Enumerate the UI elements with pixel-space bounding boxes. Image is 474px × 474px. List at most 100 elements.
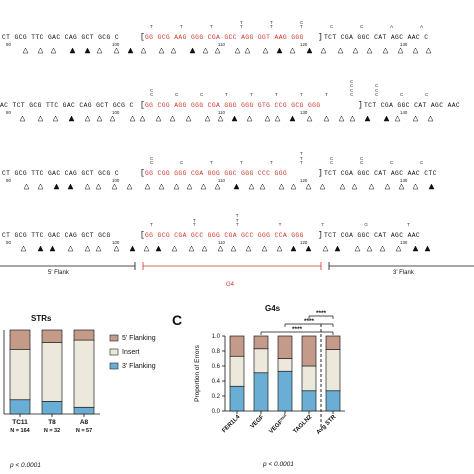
deletion-triangle <box>22 47 29 54</box>
seq-insert-2-9: C <box>420 160 424 166</box>
seq-pos-0-0: 90 <box>6 42 11 47</box>
deletion-triangle <box>169 115 176 122</box>
seq-left-3: CT GCG TTC GAC CAG GCT GCG <box>2 232 111 239</box>
deletion-triangle <box>384 183 391 190</box>
deletion-triangle <box>274 115 281 122</box>
sequence-panel: CT GCG TTC GAC CAG GCT GCG C[GG GCG AAG … <box>0 20 474 288</box>
deletion-triangle <box>428 183 435 190</box>
seq-pos-1-1: 100 <box>112 110 120 115</box>
seq-insert-2-2: T <box>210 160 213 166</box>
deletion-triangle <box>233 183 240 190</box>
y-axis-label: Proportion of Errors <box>194 344 201 401</box>
bar-5-flanking <box>229 335 245 357</box>
y-tick-label: 0.6 <box>212 364 221 370</box>
deletion-triangle <box>144 183 151 190</box>
deletion-triangle <box>155 245 162 252</box>
deletion-triangle <box>158 183 165 190</box>
seq-insert-0-9: A <box>420 24 424 30</box>
deletion-triangle <box>214 47 221 54</box>
legend-label: Insert <box>122 349 140 356</box>
deletion-triangle <box>354 245 361 252</box>
deletion-triangle <box>111 183 118 190</box>
deletion-triangle <box>322 245 329 252</box>
deletion-triangle <box>412 245 419 252</box>
deletion-triangle <box>337 47 344 54</box>
deletion-triangle <box>246 115 253 122</box>
deletion-triangle <box>305 183 312 190</box>
deletion-triangle <box>214 183 221 190</box>
seq-insert-1-6: T <box>300 92 303 98</box>
deletion-triangle <box>290 245 297 252</box>
deletion-triangle <box>262 47 269 54</box>
seq-pos-1-3: 130 <box>300 110 308 115</box>
seq-right-2: TCT CGA GGC CAT AGC AAC CTC <box>324 170 437 177</box>
deletion-triangle <box>412 47 419 54</box>
panel-b-pvalue: p < 0.0001 <box>10 462 41 469</box>
deletion-triangle <box>349 115 356 122</box>
sig-label: **** <box>316 310 327 317</box>
seq-insert-3-0: T <box>150 222 153 228</box>
seq-insert-1-0: C C <box>150 87 154 98</box>
deletion-triangle <box>143 245 150 252</box>
deletion-triangle <box>264 115 271 122</box>
bar-3-flanking <box>277 370 293 412</box>
x-tick-label: T8 <box>48 419 56 426</box>
seq-pos-0-2: 110 <box>218 42 225 47</box>
legend-label: 3' Flanking <box>122 363 156 370</box>
flank-axis <box>0 262 474 270</box>
deletion-triangle <box>289 115 296 122</box>
deletion-triangle <box>412 183 419 190</box>
bar-insert <box>325 349 341 392</box>
deletion-triangle <box>397 47 404 54</box>
seq-insert-1-10: C <box>400 92 404 98</box>
x-tick-label: TC11 <box>12 419 28 426</box>
deletion-triangle <box>69 47 76 54</box>
seq-pos-1-0: 80 <box>6 110 11 115</box>
deletion-triangle <box>352 47 359 54</box>
deletion-triangle <box>338 115 345 122</box>
seq-pos-3-4: 130 <box>400 240 408 245</box>
seq-pos-3-3: 120 <box>300 240 308 245</box>
seq-insert-2-7: C C <box>360 155 364 166</box>
seq-insert-2-0: C C <box>150 155 154 166</box>
deletion-triangle <box>170 47 177 54</box>
deletion-triangle <box>67 245 74 252</box>
bar-3-flanking <box>229 385 245 412</box>
seq-g4-3: GG GCG CGA GCC GGG CGA GCC GGG CCA GGG <box>145 232 304 239</box>
deletion-triangle <box>305 245 312 252</box>
deletion-triangle <box>96 47 103 54</box>
seq-pos-0-4: 130 <box>400 42 408 47</box>
x-tick-label: VEGF <box>250 414 266 430</box>
deletion-triangle <box>276 47 283 54</box>
bar-3-flanking <box>253 372 269 412</box>
bar-insert <box>229 355 245 387</box>
deletion-triangle <box>379 245 386 252</box>
deletion-triangle <box>290 183 297 190</box>
bar-3-flanking <box>73 406 95 415</box>
seq-pos-3-0: 90 <box>6 240 11 245</box>
deletion-triangle <box>171 245 178 252</box>
deletion-triangle <box>323 115 330 122</box>
y-tick-label: 0.2 <box>212 394 221 400</box>
legend-swatch <box>109 334 119 342</box>
seq-insert-2-6: C C <box>330 155 334 166</box>
legend-swatch <box>109 362 119 370</box>
deletion-markers-0 <box>22 47 432 54</box>
legend-swatch <box>109 348 119 356</box>
bar-3-flanking <box>301 390 317 412</box>
seq-insert-3-6: T <box>407 222 410 228</box>
deletion-triangle <box>425 47 432 54</box>
bar-5-flanking <box>41 329 63 343</box>
deletion-triangle <box>49 245 56 252</box>
x-tick-label: FER1L4 <box>221 414 242 435</box>
deletion-triangle <box>185 115 192 122</box>
deletion-triangle <box>244 47 251 54</box>
bar-3-flanking <box>9 399 31 415</box>
deletion-triangle <box>427 115 434 122</box>
seq-pos-0-1: 100 <box>112 42 120 47</box>
deletion-triangle <box>23 183 30 190</box>
bar-insert <box>253 348 269 374</box>
seq-insert-1-9: C C C <box>375 83 379 98</box>
three-flank-label: 3' Flank <box>393 270 414 276</box>
seq-bracket-close-0: ] <box>318 33 324 42</box>
